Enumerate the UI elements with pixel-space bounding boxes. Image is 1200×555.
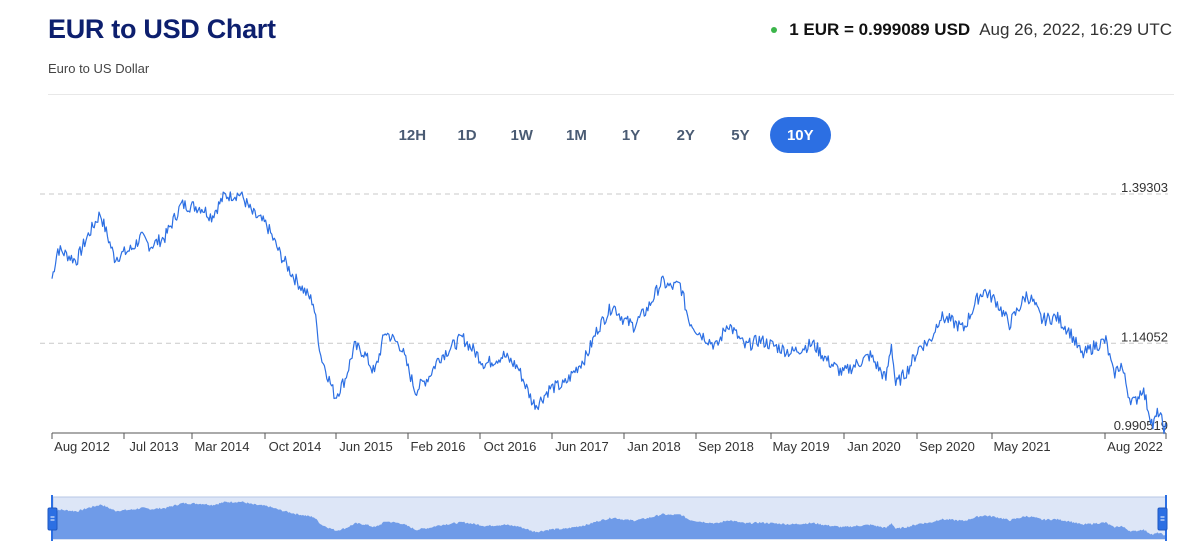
y-reference-label: 0.990519: [1114, 418, 1168, 433]
x-tick-label: Jan 2018: [627, 439, 681, 454]
series-line-eur-usd: [51, 191, 1167, 435]
rate-timestamp: Aug 26, 2022, 16:29 UTC: [979, 20, 1172, 39]
navigator-right-handle[interactable]: [1157, 507, 1168, 531]
x-tick-label: Aug 2012: [54, 439, 110, 454]
x-tick-label: Aug 2022: [1107, 439, 1163, 454]
x-tick-label: May 2021: [993, 439, 1050, 454]
x-tick-label: Jul 2013: [129, 439, 178, 454]
x-tick-label: Jan 2020: [847, 439, 901, 454]
navigator-left-handle[interactable]: [47, 507, 58, 531]
current-rate: 1 EUR = 0.999089 USD Aug 26, 2022, 16:29…: [771, 20, 1172, 40]
range-button-1m[interactable]: 1M: [549, 117, 604, 153]
x-tick-label: Mar 2014: [195, 439, 250, 454]
range-button-5y[interactable]: 5Y: [713, 117, 768, 153]
range-button-1w[interactable]: 1W: [494, 117, 549, 153]
x-tick-label: Sep 2020: [919, 439, 975, 454]
y-reference-label: 1.14052: [1121, 329, 1168, 344]
rate-value: 1 EUR = 0.999089 USD: [789, 20, 971, 39]
x-tick-label: Oct 2014: [269, 439, 322, 454]
x-tick-label: Sep 2018: [698, 439, 754, 454]
range-button-10y[interactable]: 10Y: [769, 117, 831, 153]
page-title: EUR to USD Chart: [48, 14, 276, 44]
x-tick-label: May 2019: [772, 439, 829, 454]
range-button-1d[interactable]: 1D: [440, 117, 495, 153]
x-tick-label: Jun 2015: [339, 439, 393, 454]
header-divider: [48, 94, 1174, 95]
x-tick-label: Jun 2017: [555, 439, 609, 454]
page-subtitle: Euro to US Dollar: [48, 61, 150, 76]
live-status-dot-icon: [771, 27, 778, 33]
y-reference-label: 1.39303: [1121, 180, 1168, 195]
range-button-2y[interactable]: 2Y: [658, 117, 713, 153]
x-tick-label: Feb 2016: [411, 439, 466, 454]
time-range-selector: 12H 1D 1W 1M 1Y 2Y 5Y 10Y: [385, 117, 831, 153]
range-button-12h[interactable]: 12H: [385, 117, 440, 153]
x-tick-label: Oct 2016: [484, 439, 537, 454]
range-button-1y[interactable]: 1Y: [604, 117, 659, 153]
navigator-series-area: [53, 501, 1166, 539]
